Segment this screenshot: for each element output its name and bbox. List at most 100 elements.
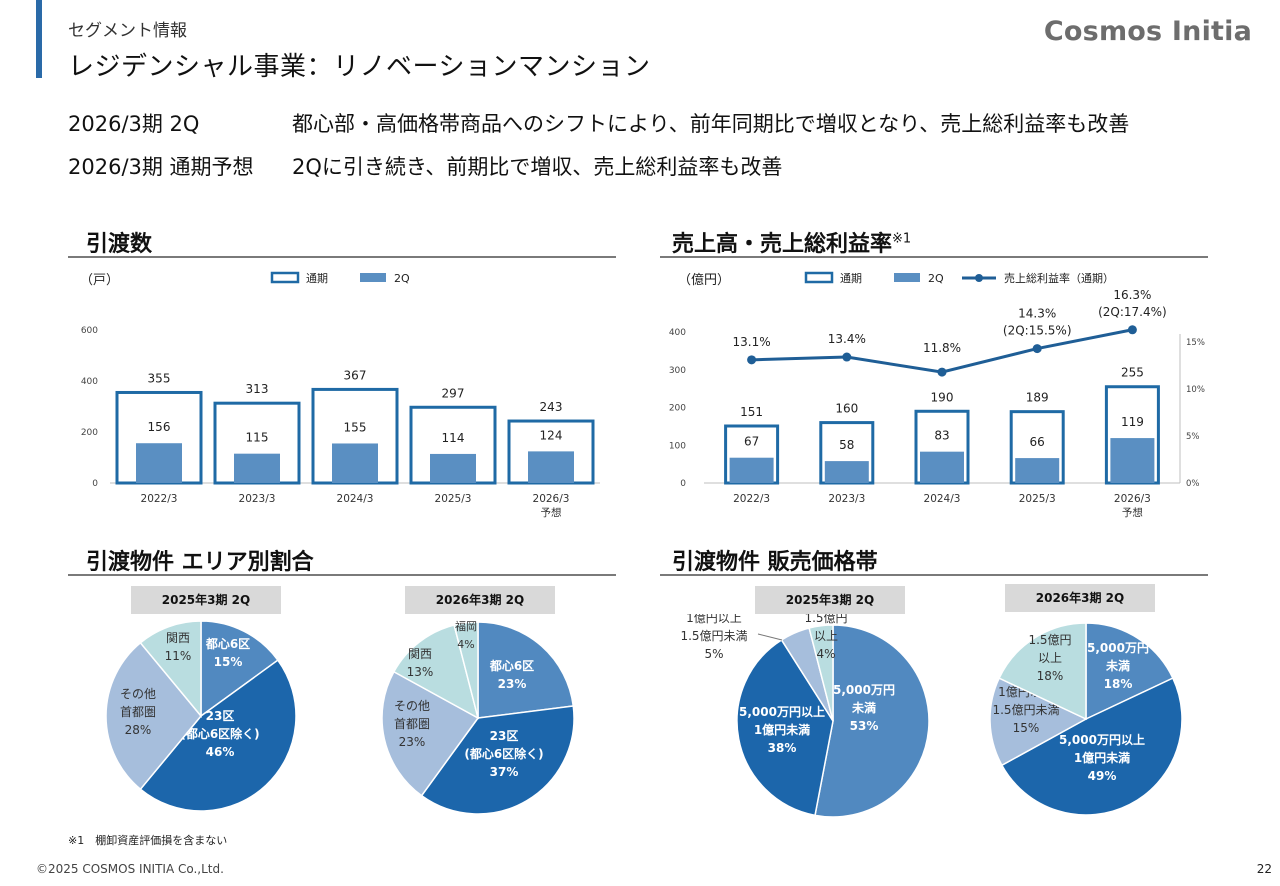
legend-label: 通期 [306, 272, 328, 285]
deliveries-section-title: 引渡数 [86, 232, 153, 257]
data-label-full-year: 190 [931, 390, 954, 404]
y-tick-label: 200 [669, 404, 686, 414]
pie-slice [420, 705, 575, 815]
footnote: ※1 棚卸資産評価損を含まない [68, 834, 228, 847]
y-tick-label: 100 [669, 441, 686, 451]
y-tick-label: 0 [680, 479, 686, 489]
margin-marker [937, 367, 947, 377]
margin-marker [747, 355, 757, 365]
pie-slice [1085, 622, 1174, 721]
legend-label: 売上総利益率（通期） [1004, 271, 1114, 285]
summary-row-2q: 2026/3期 2Q 都心部・高価格帯商品へのシフトにより、前年同期比で増収とな… [68, 108, 1129, 138]
area-pie-2026: 都心6区 23% 23区(都心6区除く) 37% その他首都圏 23% 関西 13% 福岡 4% [381, 619, 575, 815]
sales-section-title-text: 売上高・売上総利益率 [672, 232, 893, 257]
unit-label: （億円） [678, 272, 730, 288]
data-label-full-year: 243 [540, 400, 563, 414]
data-label-2q: 66 [1030, 435, 1045, 449]
margin-marker [1127, 325, 1137, 335]
unit-label: （戸） [80, 273, 119, 288]
x-tick-label: 2022/3 [733, 493, 770, 505]
bar-2q [1110, 438, 1155, 483]
pie-slice [453, 621, 479, 719]
section-rule [660, 256, 1208, 258]
bar-2q [729, 457, 774, 483]
legend-label: 2Q [394, 272, 410, 285]
legend-label: 通期 [840, 272, 862, 285]
x-tick-label: 2024/3 [924, 493, 961, 505]
y-tick-label: 400 [81, 377, 98, 387]
pie-slice [814, 624, 930, 818]
data-label-full-year: 189 [1026, 391, 1049, 405]
page-number: 22 [1256, 862, 1272, 876]
sales-combo-chart: （億円） 通期 2Q 売上総利益率（通期） 0 100 200 300 400 151 67 2022… [669, 271, 1205, 519]
pie-slice [477, 621, 575, 719]
x-tick-label: 2026/3 予想 [533, 493, 570, 519]
section-rule [68, 256, 616, 258]
pie-label: 23区(都心6区除く) 37% [464, 729, 543, 779]
pie-caption-area-2026: 2026年3期 2Q [405, 586, 555, 614]
data-label-full-year: 355 [148, 371, 171, 385]
legend-swatch-full-year [804, 271, 834, 284]
pie-label: 関西 13% [407, 647, 434, 679]
section-rule [660, 574, 1208, 576]
pie-label: 5,000万円未満 53% [833, 683, 895, 733]
y2-tick-label: 0% [1186, 479, 1200, 489]
summary-period: 2026/3期 2Q [68, 112, 200, 136]
price-pie-2025: 5,000万円未満 53%5,000万円以上 1億円未満 38% 1億円以上 1.5億円未… [680, 614, 930, 818]
pie-label: 1.5億円以上 18% [1028, 633, 1071, 683]
bar-2q [528, 451, 574, 483]
x-tick-label: 2023/3 [828, 493, 865, 505]
pie-label: 福岡 4% [455, 619, 477, 651]
pie-label: 5,000万円以上 1億円未満 49% [1059, 732, 1145, 783]
data-label-full-year: 297 [442, 386, 465, 400]
pie-slice [1000, 677, 1183, 816]
bar-2q [332, 443, 378, 483]
summary-period: 2026/3期 通期予想 [68, 155, 254, 179]
legend-swatch-marker [975, 274, 983, 282]
data-label-full-year: 367 [344, 368, 367, 382]
accent-bar [36, 0, 42, 78]
pie-label: 5,000万円以上 1億円未満 38% [739, 704, 825, 755]
legend-swatch-full-year [270, 271, 300, 284]
pie-slice [998, 622, 1087, 721]
margin-label: 14.3% (2Q:15.5%) [1003, 307, 1072, 338]
pie-label: 1.5億円以上 4% [804, 614, 847, 661]
data-label-full-year: 151 [740, 405, 763, 419]
bar-2q [824, 461, 869, 483]
data-label-2q: 114 [442, 431, 465, 445]
pie-caption-price-2026: 2026年3期 2Q [1005, 584, 1155, 612]
bar-2q [136, 443, 182, 483]
data-label-full-year: 160 [835, 402, 858, 416]
pie-label: その他首都圏 28% [120, 687, 156, 737]
leader-line [757, 633, 783, 641]
pie-caption-price-2025: 2025年3期 2Q [755, 586, 905, 614]
x-tick-label: 2023/3 [239, 493, 276, 505]
pie-slice [989, 677, 1088, 767]
legend-swatch-2q [894, 273, 920, 282]
area-pie-2025: 都心6区 15% 23区(都心6区除く) 46% その他首都圏 28% 関西 11% [105, 620, 297, 812]
y-tick-label: 0 [92, 479, 98, 489]
x-tick-label: 2026/3 予想 [1114, 493, 1151, 519]
brand-logo: Cosmos Initia [1043, 16, 1252, 47]
margin-label: 13.1% [733, 335, 771, 349]
margin-label: 11.8% [923, 341, 961, 355]
bar-2q [430, 453, 476, 483]
page-title: レジデンシャル事業：リノベーションマンション [68, 52, 651, 82]
sales-note-mark: ※1 [892, 231, 912, 247]
pie-slice [139, 620, 202, 719]
data-label-2q: 115 [246, 431, 269, 445]
data-label-full-year: 313 [246, 382, 269, 396]
sales-section-title: 売上高・売上総利益率※1 [672, 226, 911, 258]
pie-label: 1億円以上 1.5億円未満 5% [680, 614, 747, 661]
legend-swatch-2q [360, 273, 386, 282]
legend-label: 2Q [928, 272, 944, 285]
data-label-2q: 58 [839, 438, 854, 452]
bar-2q [234, 453, 280, 483]
data-label-2q: 156 [148, 420, 171, 434]
y-tick-label: 200 [81, 428, 98, 438]
x-tick-label: 2025/3 [435, 493, 472, 505]
y2-tick-label: 5% [1186, 432, 1200, 442]
area-section-title: 引渡物件 エリア別割合 [86, 550, 314, 575]
pie-label: 都心6区 15% [205, 636, 250, 669]
pie-label: その他首都圏 23% [394, 699, 430, 749]
